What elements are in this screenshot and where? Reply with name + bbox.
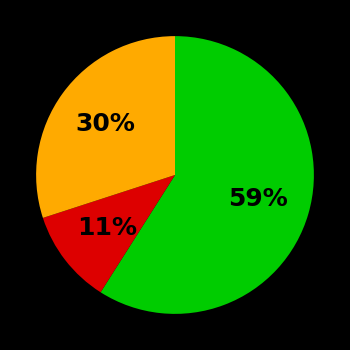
Wedge shape	[100, 36, 314, 314]
Text: 30%: 30%	[75, 112, 135, 136]
Text: 11%: 11%	[77, 216, 137, 240]
Wedge shape	[43, 175, 175, 292]
Wedge shape	[36, 36, 175, 218]
Text: 59%: 59%	[228, 187, 288, 211]
